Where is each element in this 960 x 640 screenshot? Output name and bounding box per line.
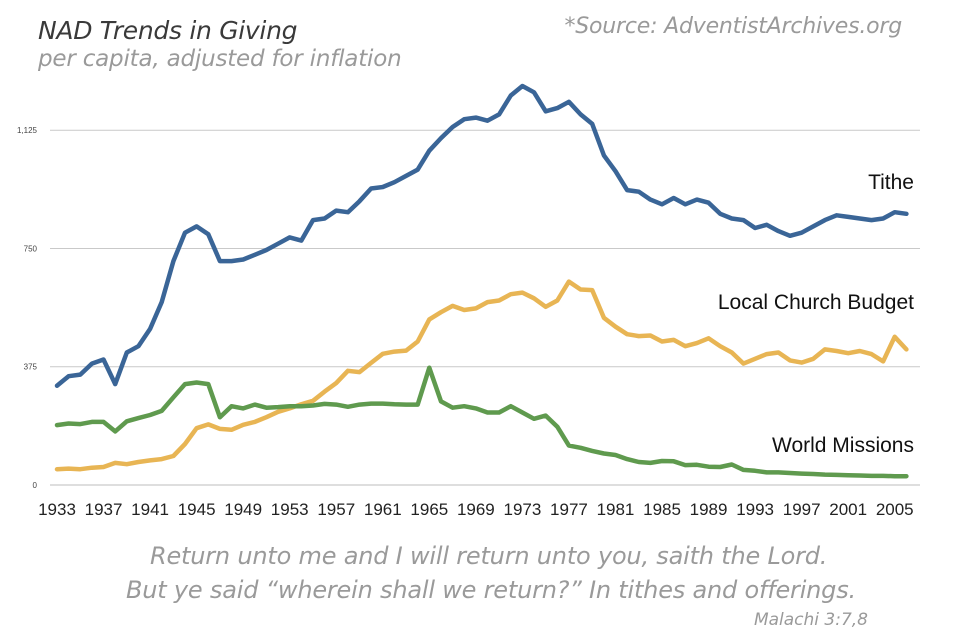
- quote-citation: Malachi 3:7,8: [753, 610, 868, 630]
- y-tick-label: 375: [24, 363, 38, 372]
- world-missions-label: World Missions: [772, 434, 914, 457]
- y-tick-label: 750: [24, 244, 38, 253]
- x-tick-label: 1977: [550, 500, 588, 519]
- source-note: *Source: AdventistArchives.org: [564, 14, 902, 39]
- quote-line-2: But ye said “wherein shall we return?” I…: [126, 576, 856, 604]
- tithe-line: [54, 83, 909, 388]
- quote-line-1: Return unto me and I will return unto yo…: [150, 542, 828, 570]
- x-tick-label: 1961: [364, 500, 402, 519]
- x-tick-label: 2001: [829, 500, 867, 519]
- y-tick-label: 1,125: [17, 126, 38, 135]
- x-tick-label: 1941: [131, 500, 169, 519]
- x-tick-label: 1985: [643, 500, 681, 519]
- x-tick-label: 1965: [410, 500, 448, 519]
- x-tick-label: 1933: [38, 500, 76, 519]
- world-missions-line: [54, 365, 909, 479]
- x-tick-label: 1969: [457, 500, 495, 519]
- chart-title: NAD Trends in Giving: [38, 16, 298, 45]
- chart-subtitle: per capita, adjusted for inflation: [38, 46, 402, 72]
- y-tick-label: 0: [33, 481, 38, 490]
- tithe-label: Tithe: [868, 171, 914, 194]
- x-tick-label: 1981: [597, 500, 635, 519]
- x-tick-label: 1937: [85, 500, 123, 519]
- x-tick-label: 2005: [876, 500, 914, 519]
- local-church-budget-label: Local Church Budget: [718, 291, 914, 314]
- x-tick-label: 1949: [224, 500, 262, 519]
- x-tick-label: 1973: [503, 500, 541, 519]
- local-church-budget-line: [54, 279, 909, 472]
- x-tick-label: 1993: [736, 500, 774, 519]
- x-tick-label: 1997: [783, 500, 821, 519]
- x-tick-label: 1957: [317, 500, 355, 519]
- x-tick-label: 1945: [178, 500, 216, 519]
- x-tick-label: 1953: [271, 500, 309, 519]
- x-tick-label: 1989: [690, 500, 728, 519]
